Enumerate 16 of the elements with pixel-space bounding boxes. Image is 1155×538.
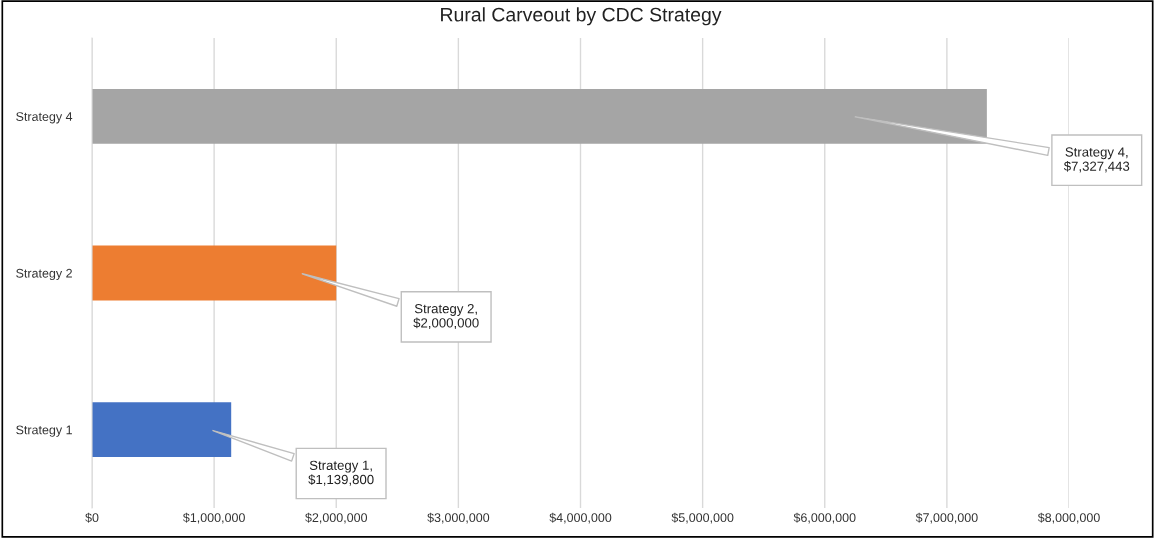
x-tick-label: $3,000,000 [427, 512, 490, 524]
data-label: Strategy 2, $2,000,000 [413, 303, 479, 330]
x-tick-label: $5,000,000 [671, 512, 734, 524]
y-tick-label: Strategy 4 [16, 112, 73, 124]
y-tick-label: Strategy 1 [16, 425, 72, 437]
data-label: Strategy 4, $7,327,443 [1063, 147, 1130, 173]
x-tick-label: $7,000,000 [915, 512, 978, 524]
x-tick-label: $0 [85, 512, 99, 523]
y-tick-label: Strategy 2 [16, 268, 72, 281]
data-label: Strategy 1, $1,139,800 [308, 460, 374, 486]
x-tick-label: $8,000,000 [1037, 512, 1100, 524]
x-tick-label: $2,000,000 [305, 512, 368, 524]
x-tick-label: $4,000,000 [549, 512, 612, 524]
x-tick-label: $1,000,000 [182, 512, 245, 524]
chart-title: Rural Carveout by CDC Strategy [441, 7, 722, 26]
x-tick-label: $6,000,000 [793, 512, 856, 524]
